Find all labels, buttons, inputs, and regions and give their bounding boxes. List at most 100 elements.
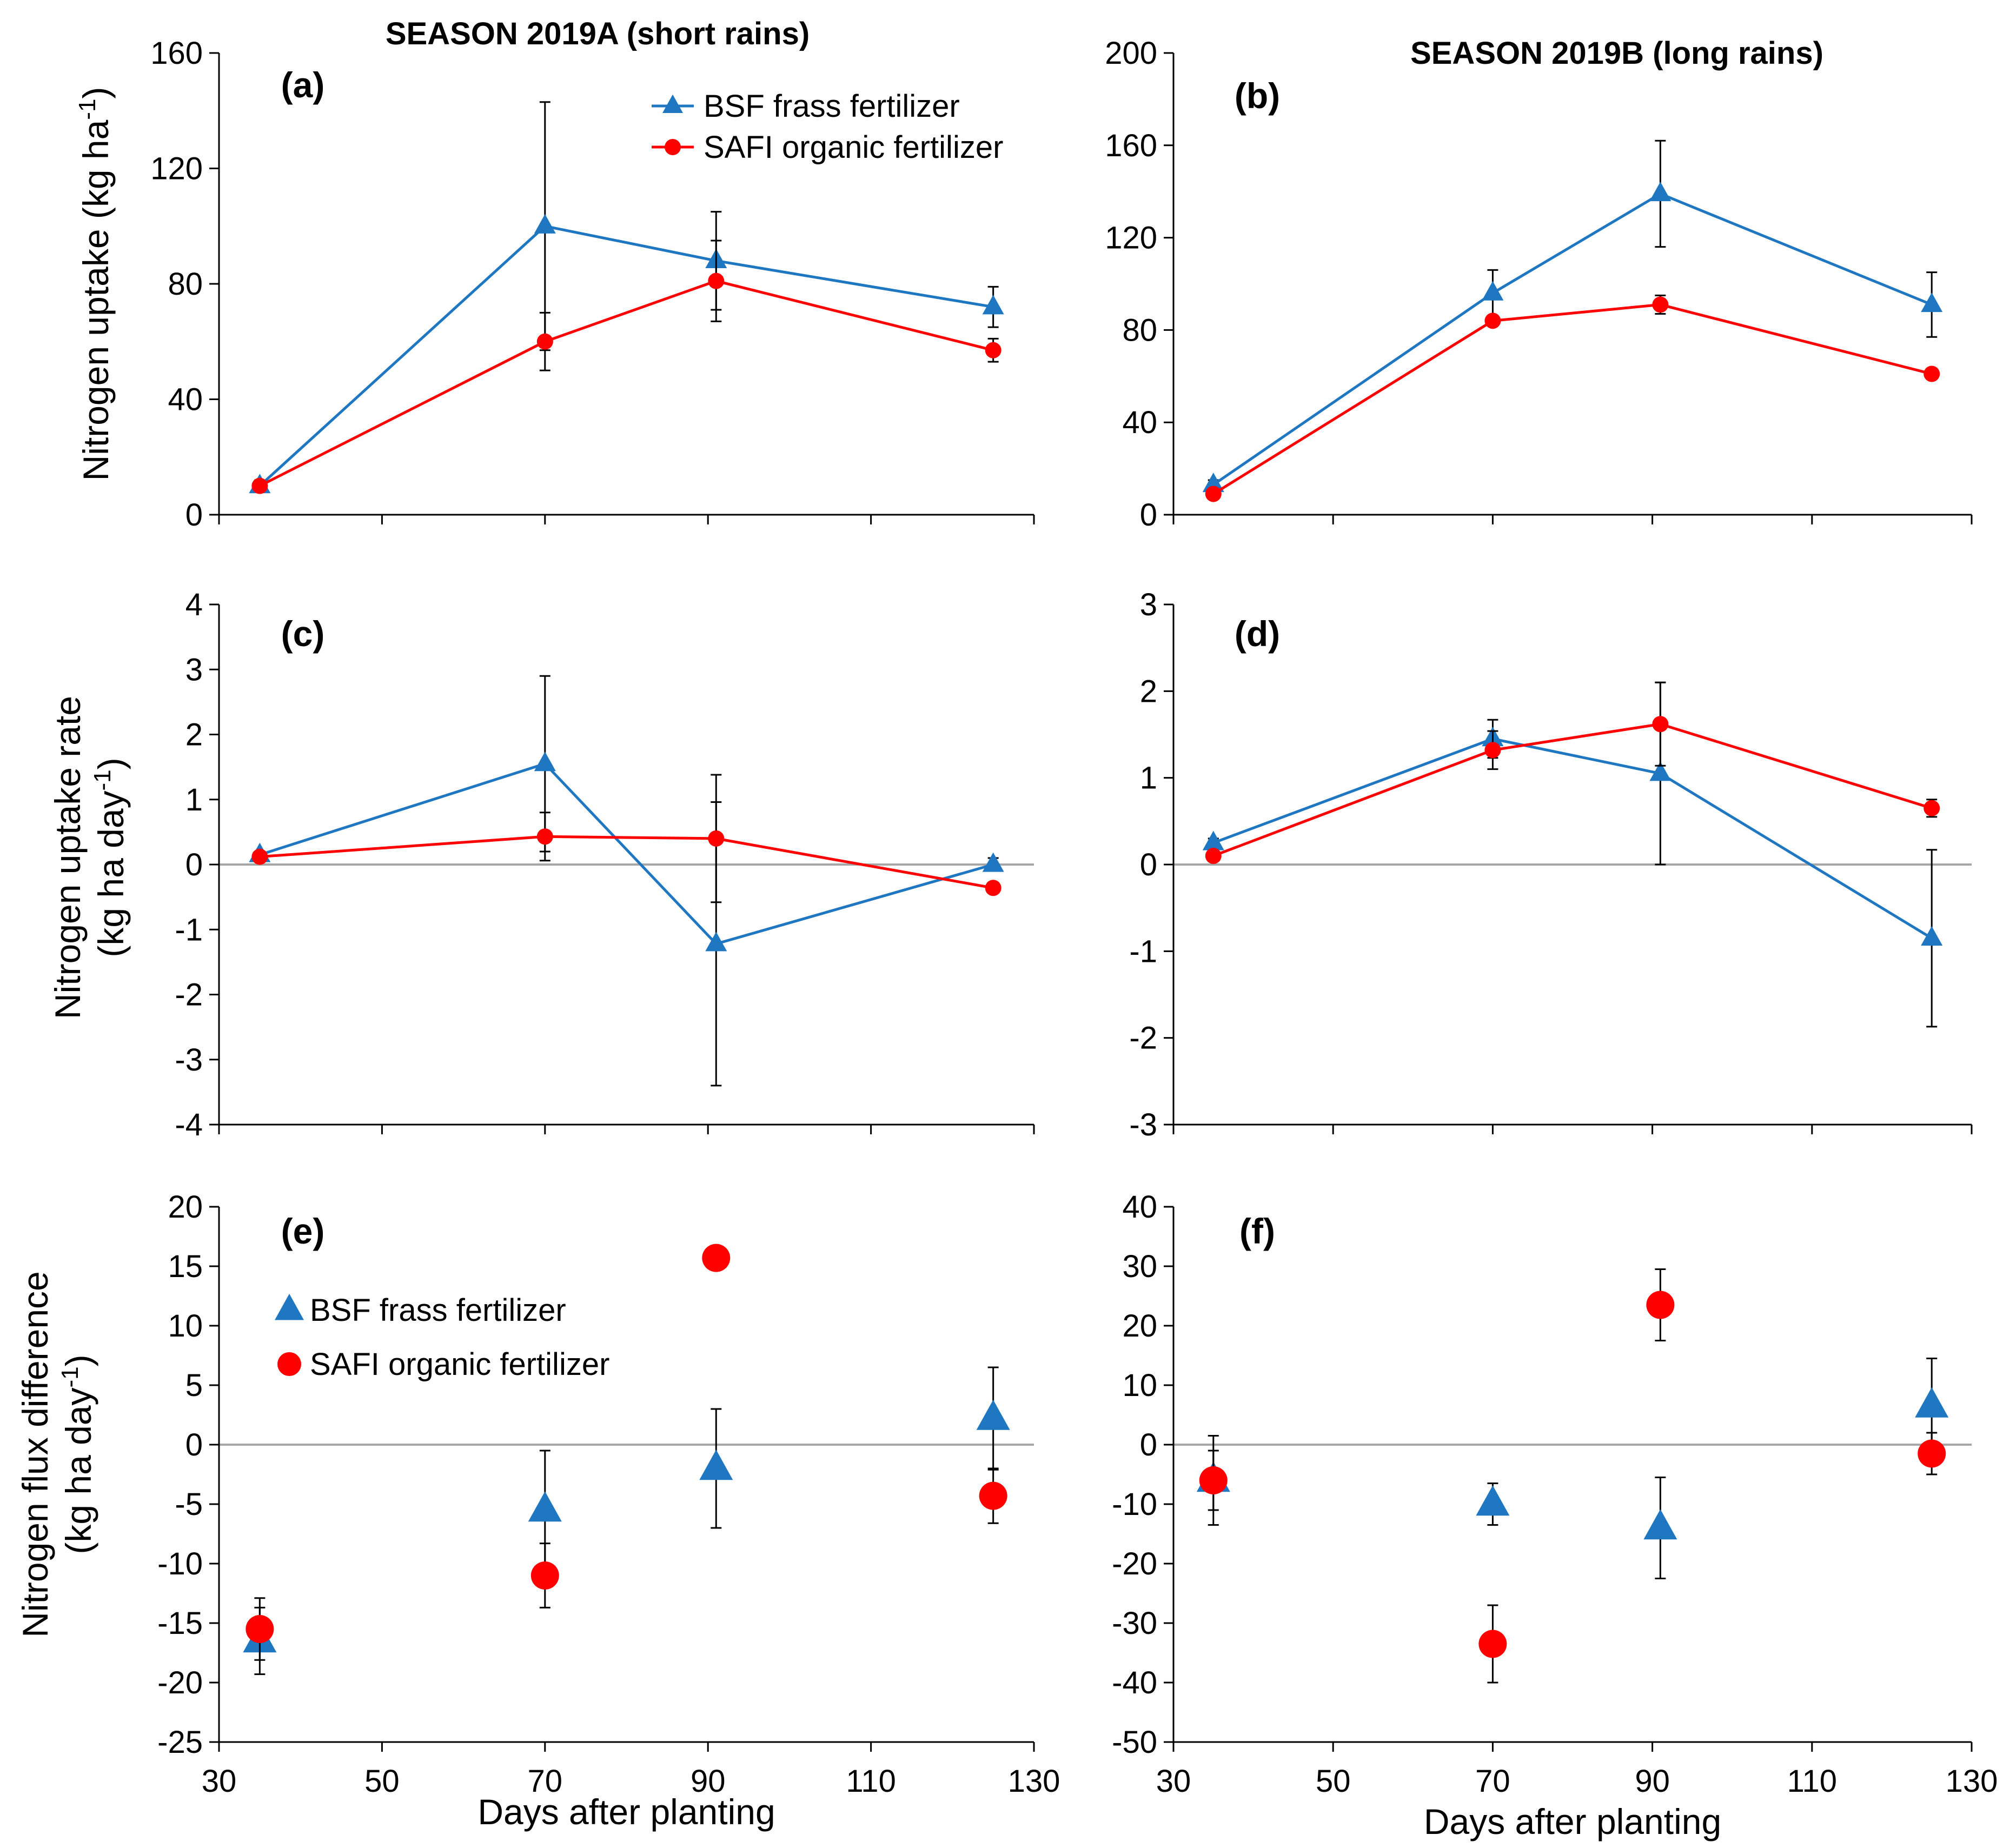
panel-d: -3 -2 -1 0 1 2 3 (d) xyxy=(1129,587,1973,1142)
panel-label: (f) xyxy=(1239,1211,1275,1251)
series-bsf xyxy=(243,1366,1010,1676)
series-bsf xyxy=(1202,139,1943,493)
data-point xyxy=(699,1450,733,1480)
y-tick-label: 80 xyxy=(168,267,203,302)
series-safi xyxy=(251,240,1001,494)
data-point xyxy=(246,1615,274,1643)
y-tick-label: 40 xyxy=(1122,405,1157,440)
ylabel-row-rate: Nitrogen uptake rate (kg ha day-1) xyxy=(48,696,131,1019)
data-point xyxy=(1918,1439,1946,1468)
y-tick-label: 3 xyxy=(185,652,203,687)
y-tick-label: 0 xyxy=(1140,497,1157,533)
y-tick-label: 0 xyxy=(1140,1427,1157,1463)
panel-label: (a) xyxy=(281,65,325,105)
data-point xyxy=(1643,1509,1677,1540)
legend-label: SAFI organic fertilizer xyxy=(704,130,1003,165)
data-point xyxy=(1921,293,1943,313)
y-tick-label: 4 xyxy=(185,587,203,622)
data-point xyxy=(251,848,268,865)
ylabel-flux-line2: (kg ha day-1) xyxy=(57,1354,98,1554)
y-tick-label: 80 xyxy=(1122,313,1157,348)
x-tick-label: 50 xyxy=(364,1764,400,1799)
data-point xyxy=(708,830,725,847)
data-point xyxy=(1484,742,1501,759)
y-tick-label: 40 xyxy=(168,382,203,417)
y-tick-label: -2 xyxy=(1129,1021,1157,1056)
data-point xyxy=(982,852,1004,872)
series-bsf xyxy=(1196,1358,1949,1579)
x-tick-label: 130 xyxy=(1008,1764,1060,1799)
y-tick-label: 2 xyxy=(185,717,203,753)
legend-label: SAFI organic fertilizer xyxy=(310,1347,609,1382)
legend: BSF frass fertilizer SAFI organic fertili… xyxy=(275,1293,609,1382)
y-tick-label: -1 xyxy=(175,912,203,947)
ylabel-row-uptake: Nitrogen uptake (kg ha-1) xyxy=(74,87,116,481)
legend-label: BSF frass fertilizer xyxy=(704,89,960,124)
data-point xyxy=(1202,473,1224,493)
panel-f: -50 -40 -30 -20 -10 0 10 20 30 40 30 50 70 90 110 130 Da… xyxy=(1112,1189,1998,1842)
y-tick-label: 0 xyxy=(1140,847,1157,882)
y-tick-label: -50 xyxy=(1112,1725,1157,1760)
y-tick-label: 160 xyxy=(150,36,203,71)
y-tick-label: -30 xyxy=(1112,1606,1157,1641)
x-tick-label: 110 xyxy=(1787,1764,1837,1799)
y-tick-label: 40 xyxy=(1122,1189,1157,1225)
y-tick-label: 0 xyxy=(185,497,203,533)
y-tick-label: -4 xyxy=(175,1107,203,1142)
series-safi xyxy=(1205,294,1940,502)
y-tick-label: 200 xyxy=(1105,36,1157,71)
data-point xyxy=(536,333,553,350)
panel-label: (d) xyxy=(1235,614,1280,654)
series-line xyxy=(258,224,994,487)
y-tick-label: 2 xyxy=(1140,674,1157,709)
panel-label: (b) xyxy=(1235,76,1280,116)
series-bsf xyxy=(1202,681,1943,1028)
ylabel-flux-line1: Nitrogen flux difference xyxy=(15,1271,55,1638)
ylabel-rate-line2: (kg ha day-1) xyxy=(89,757,131,957)
y-tick-label: -25 xyxy=(157,1725,203,1760)
x-tick-label: 70 xyxy=(1475,1764,1510,1799)
y-tick-label: -15 xyxy=(157,1606,203,1641)
y-tick-label: 0 xyxy=(185,847,203,882)
data-point xyxy=(1205,486,1222,502)
season-title: SEASON 2019A (short rains) xyxy=(386,16,810,51)
data-point xyxy=(1649,182,1672,202)
x-tick-label: 130 xyxy=(1946,1764,1998,1799)
data-point xyxy=(534,752,556,772)
y-tick-label: -3 xyxy=(175,1042,203,1078)
data-point xyxy=(705,932,727,952)
season-title: SEASON 2019B (long rains) xyxy=(1410,36,1823,71)
y-tick-label: 5 xyxy=(185,1368,203,1403)
panel-b: 0 40 80 120 160 200 SEASON 2019B (long rains) (… xyxy=(1105,36,1973,533)
panel-c: -4 -3 -2 -1 0 1 2 3 4 (c) xyxy=(175,587,1035,1142)
legend: BSF frass fertilizer SAFI organic fertili… xyxy=(652,89,1003,165)
data-point xyxy=(1478,1630,1507,1658)
data-point xyxy=(708,272,725,289)
y-tick-label: -20 xyxy=(1112,1546,1157,1581)
legend-marker xyxy=(275,1293,304,1320)
series-line xyxy=(1212,192,1933,486)
series-safi xyxy=(1205,681,1940,864)
x-tick-label: 50 xyxy=(1316,1764,1351,1799)
data-point xyxy=(1652,296,1669,313)
series-line xyxy=(260,835,994,889)
y-tick-label: 20 xyxy=(168,1189,203,1225)
data-point xyxy=(530,1561,559,1590)
series-line xyxy=(1212,303,1932,495)
y-tick-label: -1 xyxy=(1129,934,1157,969)
data-point xyxy=(1924,800,1940,816)
series-line xyxy=(1212,737,1933,940)
y-tick-label: -2 xyxy=(175,978,203,1013)
data-point xyxy=(1915,1387,1949,1418)
series-line xyxy=(259,280,994,487)
y-tick-label: -3 xyxy=(1129,1107,1157,1142)
series-bsf xyxy=(249,675,1004,1087)
y-tick-label: 0 xyxy=(185,1427,203,1463)
data-point xyxy=(1652,716,1669,733)
y-tick-label: 1 xyxy=(185,782,203,817)
data-point xyxy=(528,1491,562,1522)
y-tick-label: 160 xyxy=(1105,128,1157,163)
data-point xyxy=(536,828,553,845)
series-safi xyxy=(251,774,1001,903)
